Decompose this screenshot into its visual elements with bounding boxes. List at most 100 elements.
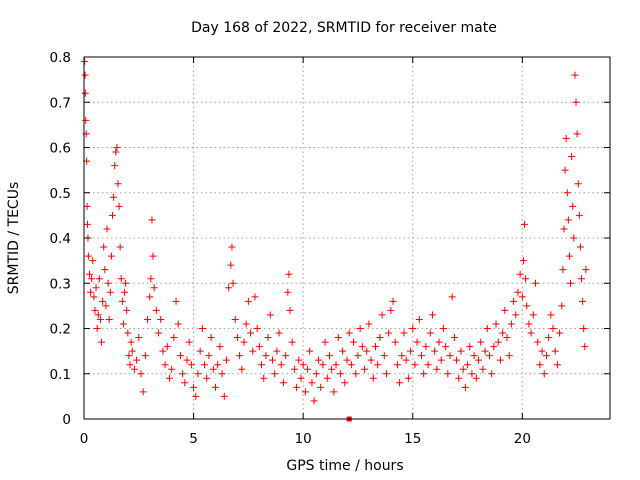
data-point bbox=[144, 315, 152, 323]
data-point bbox=[565, 252, 573, 260]
data-point bbox=[575, 211, 583, 219]
data-point bbox=[247, 329, 255, 337]
y-tick-label: 0 bbox=[62, 412, 71, 428]
data-point bbox=[238, 365, 246, 373]
data-point bbox=[110, 193, 118, 201]
data-point bbox=[389, 297, 397, 305]
y-tick-label: 0.3 bbox=[50, 276, 71, 292]
data-point bbox=[475, 356, 482, 364]
data-point bbox=[341, 379, 349, 387]
data-point bbox=[273, 347, 281, 355]
data-point bbox=[90, 293, 98, 301]
data-point bbox=[196, 347, 204, 355]
data-point bbox=[369, 374, 377, 382]
data-points bbox=[81, 58, 590, 422]
data-point bbox=[450, 334, 458, 342]
data-point bbox=[133, 356, 141, 364]
data-point bbox=[325, 352, 333, 360]
data-point bbox=[249, 347, 257, 355]
data-point bbox=[161, 361, 169, 369]
chart-title: Day 168 of 2022, SRMTID for receiver mat… bbox=[191, 20, 497, 36]
data-point bbox=[426, 329, 434, 337]
y-tick-label: 0.6 bbox=[50, 141, 71, 157]
data-point bbox=[527, 329, 535, 337]
data-point bbox=[492, 320, 500, 328]
data-point bbox=[125, 352, 133, 360]
data-point bbox=[501, 306, 509, 314]
data-point bbox=[101, 266, 109, 274]
data-point bbox=[312, 370, 320, 378]
data-point bbox=[216, 343, 224, 351]
data-point bbox=[352, 370, 360, 378]
data-point bbox=[268, 356, 276, 364]
data-point bbox=[448, 293, 456, 301]
data-point bbox=[581, 343, 589, 351]
data-point bbox=[321, 338, 329, 346]
data-point bbox=[222, 356, 230, 364]
data-point bbox=[525, 320, 533, 328]
data-point bbox=[152, 306, 160, 314]
data-point bbox=[402, 356, 410, 364]
data-point bbox=[387, 306, 395, 314]
data-point bbox=[308, 379, 316, 387]
data-point bbox=[330, 388, 338, 396]
data-point bbox=[380, 352, 388, 360]
data-point bbox=[437, 356, 445, 364]
y-tick-label: 0.8 bbox=[50, 50, 71, 66]
data-point bbox=[574, 180, 582, 188]
data-point bbox=[91, 306, 99, 314]
data-point bbox=[105, 315, 113, 323]
data-point bbox=[118, 297, 126, 305]
y-tick-label: 0.4 bbox=[50, 231, 71, 247]
data-point bbox=[258, 361, 266, 369]
data-point bbox=[128, 347, 136, 355]
data-point bbox=[378, 311, 386, 319]
data-point bbox=[433, 365, 441, 373]
data-point bbox=[299, 361, 307, 369]
data-point bbox=[81, 89, 89, 97]
data-point bbox=[334, 334, 342, 342]
x-tick-label: 10 bbox=[295, 431, 312, 447]
data-point bbox=[187, 361, 195, 369]
data-point bbox=[570, 234, 578, 242]
data-point bbox=[87, 288, 95, 296]
data-point bbox=[483, 325, 491, 332]
data-point bbox=[371, 343, 379, 351]
data-point bbox=[255, 343, 263, 351]
data-point bbox=[275, 329, 283, 337]
data-point bbox=[88, 275, 96, 283]
data-point bbox=[542, 352, 550, 360]
data-point bbox=[559, 266, 567, 274]
data-point bbox=[81, 71, 89, 79]
data-point bbox=[192, 392, 200, 400]
data-point bbox=[400, 329, 408, 337]
data-point bbox=[266, 311, 274, 319]
data-point bbox=[354, 352, 362, 360]
data-point bbox=[444, 370, 452, 378]
data-point bbox=[306, 347, 314, 355]
data-point bbox=[578, 275, 586, 283]
data-point bbox=[251, 293, 259, 301]
data-point bbox=[481, 347, 489, 355]
data-point bbox=[385, 329, 393, 337]
data-point bbox=[214, 361, 222, 369]
data-point bbox=[347, 361, 355, 369]
data-point bbox=[147, 275, 155, 283]
data-point bbox=[407, 347, 415, 355]
data-point bbox=[185, 338, 193, 346]
axis-tick-labels: 0 5 10 15 20 0 0.1 0.2 0.3 0.4 0.5 0.6 0.7 0.8 bbox=[50, 50, 531, 447]
data-point bbox=[564, 216, 572, 224]
data-point bbox=[367, 356, 375, 364]
data-point bbox=[121, 288, 129, 296]
data-point bbox=[260, 374, 268, 382]
data-point bbox=[198, 325, 206, 332]
data-point bbox=[466, 343, 474, 351]
data-point bbox=[127, 338, 135, 346]
data-point bbox=[521, 220, 529, 228]
data-point bbox=[102, 302, 110, 310]
data-point bbox=[422, 343, 430, 351]
y-axis-label: SRMTID / TECUs bbox=[6, 182, 22, 295]
data-point bbox=[218, 370, 226, 378]
data-point bbox=[468, 370, 476, 378]
data-point bbox=[100, 243, 108, 251]
